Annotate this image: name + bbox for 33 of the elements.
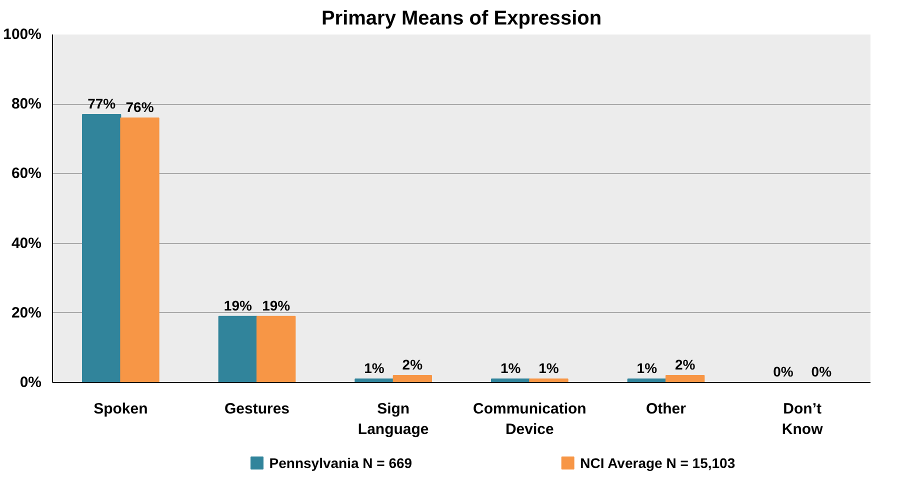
x-tick-label: Spoken (94, 400, 148, 418)
data-label: 2% (674, 356, 696, 373)
bar (666, 375, 705, 382)
bar (392, 375, 432, 382)
legend-label: NCI Average N = 15,103 (580, 455, 736, 471)
data-label: 2% (402, 356, 424, 373)
x-tick-label: Don’t Know (782, 400, 824, 438)
y-tick-label: 80% (11, 96, 42, 113)
bar (256, 316, 296, 382)
data-label: 19% (224, 297, 252, 314)
y-tick-label: 20% (11, 304, 42, 322)
x-tick-label: Other (646, 400, 686, 418)
chart-title: Primary Means of Expression (321, 8, 602, 30)
y-tick-label: 40% (11, 234, 42, 252)
x-tick-label: Sign Language (358, 400, 429, 438)
bar (82, 114, 122, 382)
legend-label: Pennsylvania N = 669 (269, 455, 412, 471)
data-label: 1% (636, 360, 658, 376)
data-label: 19% (262, 297, 291, 314)
data-label: 1% (364, 360, 385, 376)
x-tick-label: Gestures (224, 400, 290, 418)
data-label: 76% (126, 99, 154, 116)
bar (120, 118, 160, 382)
bar (218, 316, 258, 382)
x-tick-label: Communication Device (473, 400, 586, 438)
data-label: 77% (88, 96, 116, 112)
data-label: 0% (811, 364, 832, 380)
data-label: 1% (538, 360, 560, 376)
y-tick-label: 100% (3, 26, 42, 43)
data-label: 1% (500, 360, 522, 376)
y-tick-label: 60% (11, 165, 42, 182)
y-tick-label: 0% (20, 374, 42, 391)
data-label: 0% (773, 364, 794, 380)
